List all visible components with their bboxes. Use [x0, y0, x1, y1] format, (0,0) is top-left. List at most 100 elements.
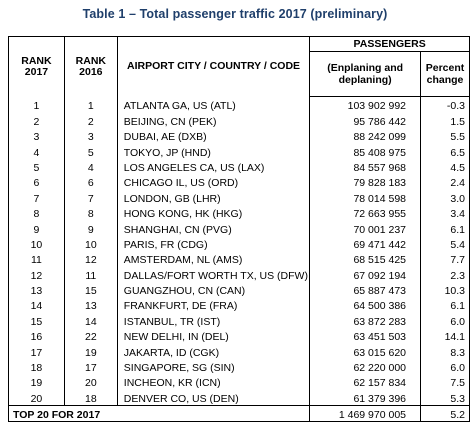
- airport-cell: DENVER CO, US (DEN): [117, 389, 311, 406]
- percent-change-cell: 3.4: [420, 204, 470, 221]
- percent-change-cell: 2.3: [420, 266, 470, 282]
- passengers-cell: 78 014 598: [309, 189, 422, 205]
- rank-2017-cell: 19: [8, 374, 65, 390]
- airport-cell: AMSTERDAM, NL (AMS): [117, 250, 311, 267]
- passengers-cell: 103 902 992: [309, 96, 422, 113]
- percent-change-cell: 5.3: [420, 389, 470, 406]
- rank-2016-cell: 8: [64, 204, 118, 221]
- percent-change-cell: -0.3: [420, 96, 470, 113]
- passengers-cell: 63 872 283: [309, 312, 422, 328]
- rank-2017-cell: 5: [8, 158, 65, 174]
- passengers-cell: 79 828 183: [309, 173, 422, 190]
- rank-2016-cell: 5: [64, 143, 118, 159]
- passengers-cell: 63 451 503: [309, 327, 422, 344]
- table-title: Table 1 – Total passenger traffic 2017 (…: [82, 7, 388, 21]
- passengers-cell: 62 220 000: [309, 358, 422, 375]
- table-row: 4 5 TOKYO, JP (HND) 85 408 975 6.5: [8, 143, 470, 159]
- table-row: 6 6 CHICAGO IL, US (ORD) 79 828 183 2.4: [8, 173, 470, 190]
- passengers-cell: 69 471 442: [309, 235, 422, 251]
- percent-change-cell: 2.4: [420, 173, 470, 190]
- rank-2017-cell: 6: [8, 173, 65, 190]
- passengers-cell: 65 887 473: [309, 281, 422, 298]
- passengers-cell: 61 379 396: [309, 389, 422, 406]
- rank-2017-cell: 7: [8, 189, 65, 205]
- rank-2016-cell: 17: [64, 358, 118, 375]
- percent-change-cell: 8.3: [420, 343, 470, 359]
- percent-change-cell: 6.0: [420, 312, 470, 328]
- airport-cell: CHICAGO IL, US (ORD): [117, 173, 311, 190]
- airport-cell: DALLAS/FORT WORTH TX, US (DFW): [117, 266, 311, 282]
- table-row: 13 15 GUANGZHOU, CN (CAN) 65 887 473 10.3: [8, 281, 470, 298]
- airport-cell: LOS ANGELES CA, US (LAX): [117, 158, 311, 174]
- percent-change-cell: 6.5: [420, 143, 470, 159]
- percent-change-cell: 3.0: [420, 189, 470, 205]
- airport-cell: PARIS, FR (CDG): [117, 235, 311, 251]
- rank-2017-cell: 14: [8, 297, 65, 313]
- percent-change-cell: 7.5: [420, 374, 470, 390]
- rank-2017-cell: 16: [8, 327, 65, 344]
- rank-2017-cell: 4: [8, 143, 65, 159]
- table-row: 10 10 PARIS, FR (CDG) 69 471 442 5.4: [8, 235, 470, 251]
- passengers-cell: 64 500 386: [309, 297, 422, 313]
- percent-change-cell: 5.4: [420, 235, 470, 251]
- rank-2016-cell: 13: [64, 297, 118, 313]
- airport-cell: BEIJING, CN (PEK): [117, 112, 311, 128]
- header-passengers: (Enplaning and deplaning): [309, 51, 422, 97]
- percent-change-cell: 14.1: [420, 327, 470, 344]
- table-row: 20 18 DENVER CO, US (DEN) 61 379 396 5.3: [8, 389, 470, 406]
- rank-2017-cell: 17: [8, 343, 65, 359]
- rank-2016-cell: 11: [64, 266, 118, 282]
- table-row: 1 1 ATLANTA GA, US (ATL) 103 902 992 -0.3: [8, 96, 470, 113]
- airport-cell: TOKYO, JP (HND): [117, 143, 311, 159]
- rank-2016-cell: 4: [64, 158, 118, 174]
- rank-2016-cell: 3: [64, 127, 118, 144]
- table-row: 8 8 HONG KONG, HK (HKG) 72 663 955 3.4: [8, 204, 470, 221]
- table-row: 17 19 JAKARTA, ID (CGK) 63 015 620 8.3: [8, 343, 470, 359]
- passengers-cell: 62 157 834: [309, 374, 422, 390]
- percent-change-cell: 4.5: [420, 158, 470, 174]
- passengers-cell: 70 001 237: [309, 220, 422, 236]
- table-row: 5 4 LOS ANGELES CA, US (LAX) 84 557 968 4.5: [8, 158, 470, 174]
- percent-change-cell: 10.3: [420, 281, 470, 298]
- rank-2016-cell: 2: [64, 112, 118, 128]
- passengers-cell: 85 408 975: [309, 143, 422, 159]
- rank-2016-cell: 12: [64, 250, 118, 267]
- rank-2017-cell: 12: [8, 266, 65, 282]
- rank-2016-cell: 20: [64, 374, 118, 390]
- passengers-cell: 84 557 968: [309, 158, 422, 174]
- airport-cell: NEW DELHI, IN (DEL): [117, 327, 311, 344]
- table-row: 16 22 NEW DELHI, IN (DEL) 63 451 503 14.1: [8, 327, 470, 344]
- rank-2016-cell: 7: [64, 189, 118, 205]
- header-rank-2017: RANK 2017: [8, 36, 65, 97]
- passengers-cell: 95 786 442: [309, 112, 422, 128]
- rank-2016-cell: 19: [64, 343, 118, 359]
- header-percent-change: Percent change: [420, 51, 470, 97]
- table-row: 19 20 INCHEON, KR (ICN) 62 157 834 7.5: [8, 374, 470, 390]
- rank-2017-cell: 11: [8, 250, 65, 267]
- airport-cell: JAKARTA, ID (CGK): [117, 343, 311, 359]
- airport-cell: DUBAI, AE (DXB): [117, 127, 311, 144]
- airport-cell: FRANKFURT, DE (FRA): [117, 297, 311, 313]
- table-row: 12 11 DALLAS/FORT WORTH TX, US (DFW) 67 092…: [8, 266, 470, 282]
- passengers-cell: 72 663 955: [309, 204, 422, 221]
- rank-2017-cell: 8: [8, 204, 65, 221]
- table-row: 15 14 ISTANBUL, TR (IST) 63 872 283 6.0: [8, 312, 470, 328]
- rank-2016-cell: 18: [64, 389, 118, 406]
- airport-cell: LONDON, GB (LHR): [117, 189, 311, 205]
- table-row: 14 13 FRANKFURT, DE (FRA) 64 500 386 6.1: [8, 297, 470, 313]
- airport-cell: HONG KONG, HK (HKG): [117, 204, 311, 221]
- total-row: TOP 20 FOR 2017 1 469 970 005 5.2: [7, 404, 470, 423]
- percent-change-cell: 6.1: [420, 220, 470, 236]
- rank-2017-cell: 9: [8, 220, 65, 236]
- airport-cell: SHANGHAI, CN (PVG): [117, 220, 311, 236]
- percent-change-cell: 6.0: [420, 358, 470, 375]
- rank-2016-cell: 15: [64, 281, 118, 298]
- percent-change-cell: 5.5: [420, 127, 470, 144]
- rank-2016-cell: 9: [64, 220, 118, 236]
- rank-2017-cell: 15: [8, 312, 65, 328]
- total-change: 5.2: [420, 404, 470, 423]
- percent-change-cell: 7.7: [420, 250, 470, 267]
- airport-cell: GUANGZHOU, CN (CAN): [117, 281, 311, 298]
- percent-change-cell: 1.5: [420, 112, 470, 128]
- rank-2017-cell: 20: [8, 389, 65, 406]
